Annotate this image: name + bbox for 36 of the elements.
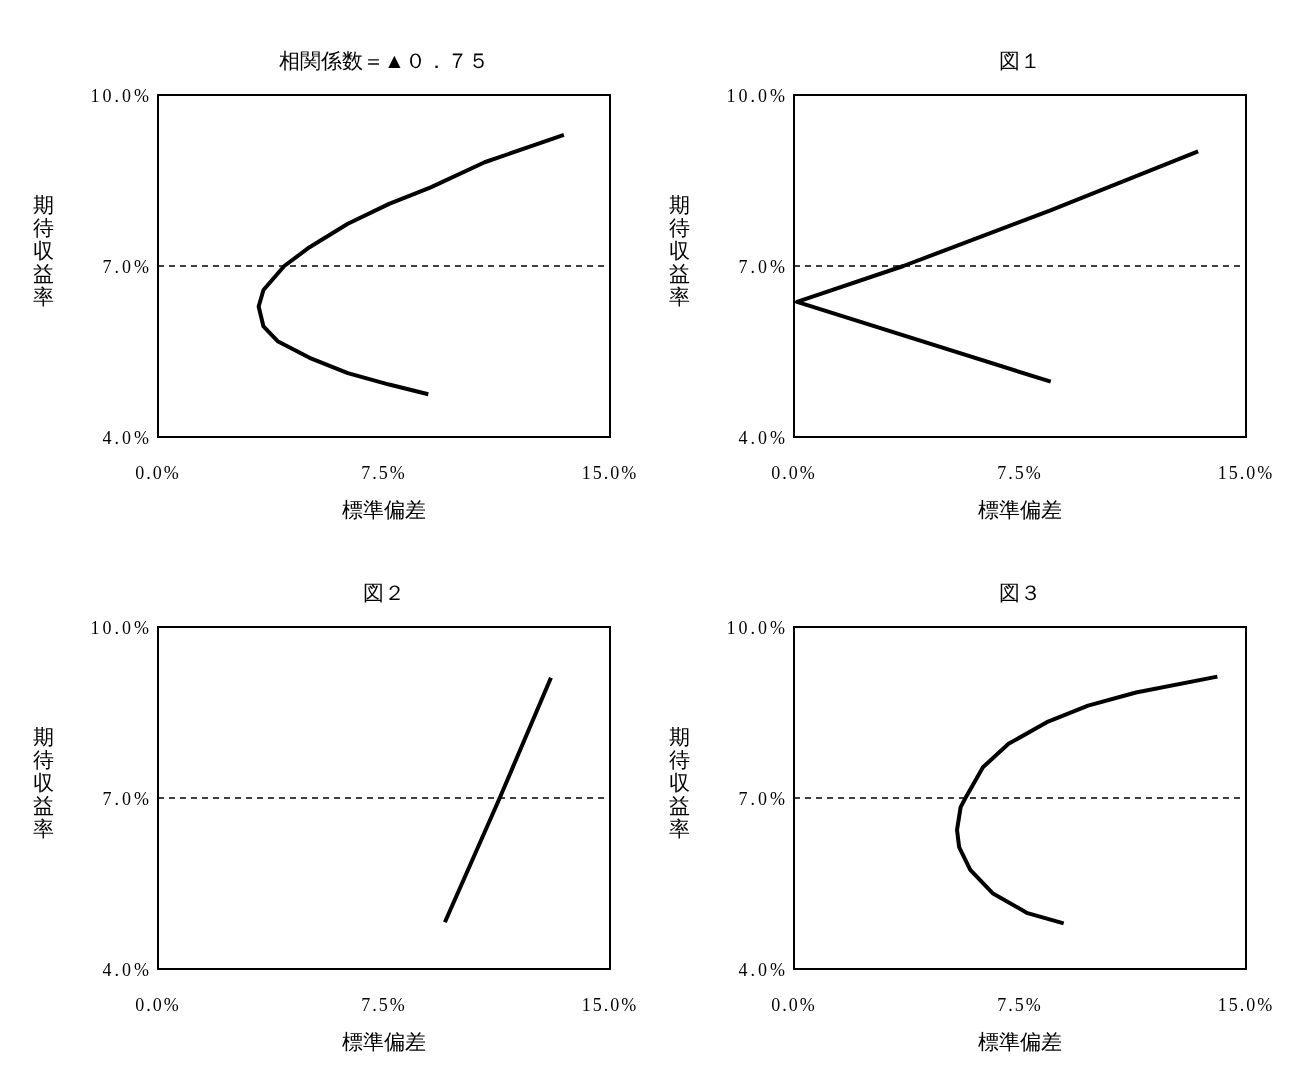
y-tick-label: 10.0% bbox=[90, 618, 152, 638]
chart-title: 図２ bbox=[363, 581, 405, 605]
x-tick-label: 7.5% bbox=[361, 995, 407, 1015]
x-tick-label: 15.0% bbox=[1217, 995, 1275, 1015]
x-axis-title: 標準偏差 bbox=[978, 498, 1062, 522]
y-tick-label: 4.0% bbox=[738, 960, 788, 980]
y-tick-label: 7.0% bbox=[102, 789, 152, 809]
y-axis-title: 期待収益率 bbox=[32, 725, 54, 841]
y-axis-title: 期待収益率 bbox=[668, 725, 690, 841]
y-tick-label: 10.0% bbox=[90, 86, 152, 106]
y-axis-title: 期待収益率 bbox=[32, 193, 54, 309]
x-tick-label: 15.0% bbox=[581, 995, 639, 1015]
x-tick-label: 0.0% bbox=[771, 995, 817, 1015]
y-tick-label: 10.0% bbox=[726, 86, 788, 106]
x-axis-title: 標準偏差 bbox=[978, 1030, 1062, 1054]
x-tick-label: 7.5% bbox=[361, 463, 407, 483]
chart-title: 図１ bbox=[999, 49, 1041, 73]
chart-title: 相関係数＝▲０．７５ bbox=[279, 49, 489, 73]
x-tick-label: 15.0% bbox=[581, 463, 639, 483]
y-axis-title: 期待収益率 bbox=[668, 193, 690, 309]
y-tick-label: 7.0% bbox=[102, 257, 152, 277]
x-tick-label: 7.5% bbox=[997, 463, 1043, 483]
x-tick-label: 15.0% bbox=[1217, 463, 1275, 483]
x-tick-label: 7.5% bbox=[997, 995, 1043, 1015]
x-tick-label: 0.0% bbox=[135, 995, 181, 1015]
chart-title: 図３ bbox=[999, 581, 1041, 605]
x-axis-title: 標準偏差 bbox=[342, 1030, 426, 1054]
y-tick-label: 4.0% bbox=[102, 960, 152, 980]
x-tick-label: 0.0% bbox=[771, 463, 817, 483]
y-tick-label: 4.0% bbox=[738, 428, 788, 448]
y-tick-label: 7.0% bbox=[738, 257, 788, 277]
x-tick-label: 0.0% bbox=[135, 463, 181, 483]
x-axis-title: 標準偏差 bbox=[342, 498, 426, 522]
y-tick-label: 10.0% bbox=[726, 618, 788, 638]
y-tick-label: 7.0% bbox=[738, 789, 788, 809]
y-tick-label: 4.0% bbox=[102, 428, 152, 448]
